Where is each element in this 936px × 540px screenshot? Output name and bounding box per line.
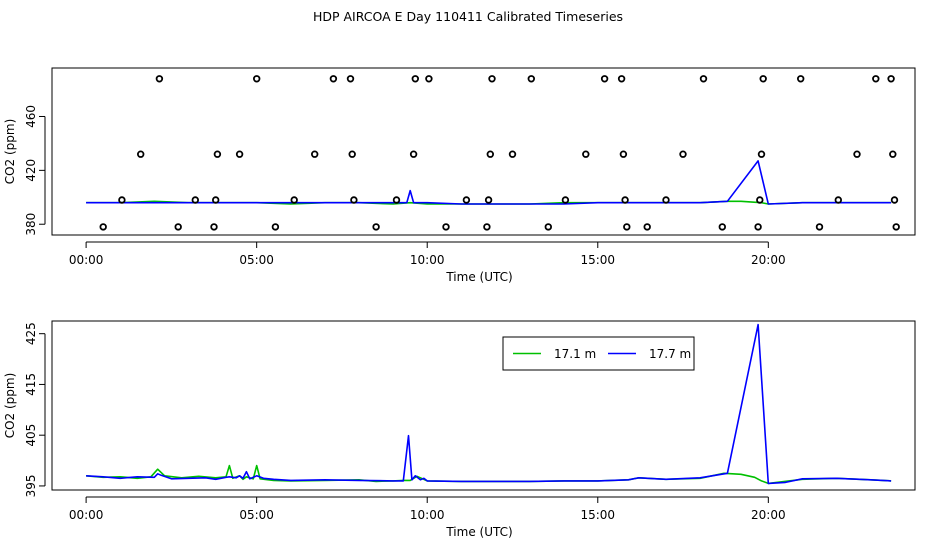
data-point-marker [699, 75, 708, 83]
y-tick-label: 380 [24, 213, 38, 236]
data-point-marker [118, 196, 126, 204]
data-point-marker [425, 75, 433, 83]
data-point-marker [483, 223, 491, 231]
data-point-marker [621, 196, 629, 204]
legend-label: 17.7 m [649, 347, 691, 361]
x-tick-label: 05:00 [239, 508, 274, 522]
data-point-marker [253, 75, 261, 83]
x-tick-label: 00:00 [69, 253, 104, 267]
data-point-marker [484, 196, 493, 204]
data-point-marker [213, 150, 222, 158]
x-tick-label: 15:00 [580, 508, 615, 522]
data-point-marker [561, 196, 570, 204]
plot-frame [51, 320, 916, 491]
data-point-marker [411, 75, 419, 83]
x-tick-label: 15:00 [580, 253, 615, 267]
y-tick-label: 460 [24, 105, 38, 128]
x-tick-label: 10:00 [410, 253, 445, 267]
data-point-marker [211, 196, 220, 204]
data-point-marker [892, 223, 900, 231]
data-point-marker [174, 223, 182, 231]
legend: 17.1 m 17.7 m [502, 336, 695, 371]
data-point-marker [235, 150, 244, 158]
data-point-marker [544, 223, 552, 231]
data-point-marker [889, 150, 897, 158]
data-point-marker [617, 75, 626, 83]
bottom-panel: 00:00 05:00 10:00 15:00 20:00 Time (UTC) 395 40… [3, 320, 916, 539]
data-point-marker [815, 223, 824, 231]
series-line-blue [86, 160, 892, 205]
data-point-marker [600, 75, 609, 83]
data-point-marker [350, 196, 358, 204]
page-title: HDP AIRCOA E Day 110411 Calibrated Times… [312, 9, 624, 24]
data-point-marker [890, 196, 899, 204]
legend-label: 17.1 m [554, 347, 596, 361]
x-tick-label: 10:00 [410, 508, 445, 522]
y-tick-label: 425 [24, 322, 38, 345]
data-point-marker [409, 150, 418, 158]
x-tick-label: 20:00 [751, 253, 786, 267]
data-point-marker [853, 150, 861, 158]
data-point-marker [718, 223, 726, 231]
y-tick-label: 395 [24, 474, 38, 497]
data-point-marker [754, 223, 762, 231]
data-point-marker [759, 75, 767, 83]
data-point-marker [757, 150, 766, 158]
data-point-marker [372, 223, 380, 231]
data-point-marker [462, 196, 471, 204]
x-tick-label: 20:00 [751, 508, 786, 522]
data-point-marker [527, 75, 535, 83]
y-axis-label: CO2 (ppm) [3, 373, 17, 439]
top-panel: 00:00 05:00 10:00 15:00 20:00 Time (UTC) 380 42… [3, 67, 916, 284]
x-tick-label: 00:00 [69, 508, 104, 522]
data-point-marker [756, 196, 764, 204]
x-axis-label: Time (UTC) [445, 525, 512, 539]
data-point-marker [329, 75, 338, 83]
data-point-marker [99, 223, 107, 231]
data-point-marker [834, 196, 842, 204]
data-point-marker [392, 196, 401, 204]
data-point-marker [488, 75, 496, 83]
data-point-marker [872, 75, 880, 83]
y-tick-label: 420 [24, 159, 38, 182]
data-point-marker [623, 223, 631, 231]
data-point-marker [619, 150, 628, 158]
data-point-marker [442, 223, 450, 231]
data-point-marker [210, 223, 218, 231]
data-point-marker [290, 196, 298, 204]
data-point-marker [486, 150, 494, 158]
data-point-marker [797, 75, 805, 83]
data-point-marker [662, 196, 670, 204]
y-tick-label: 415 [24, 373, 38, 396]
series-line-blue [86, 323, 892, 485]
plot-frame [51, 67, 916, 236]
data-point-marker [136, 150, 145, 158]
data-point-marker [271, 223, 280, 231]
x-tick-label: 05:00 [239, 253, 274, 267]
y-axis-label: CO2 (ppm) [3, 119, 17, 185]
data-point-marker [508, 150, 517, 158]
x-axis-label: Time (UTC) [445, 270, 512, 284]
data-point-marker [348, 150, 356, 158]
data-point-marker [191, 196, 199, 204]
data-point-marker [311, 150, 319, 158]
data-point-marker [155, 75, 164, 83]
data-point-marker [679, 150, 687, 158]
data-point-marker [582, 150, 590, 158]
data-point-marker [643, 223, 651, 231]
data-point-marker [887, 75, 895, 83]
y-tick-label: 405 [24, 424, 38, 447]
data-point-marker [346, 75, 355, 83]
